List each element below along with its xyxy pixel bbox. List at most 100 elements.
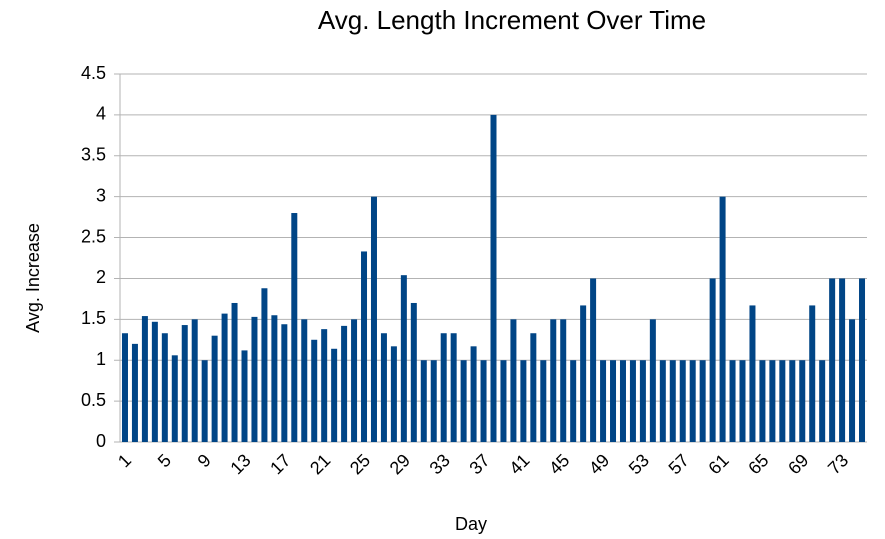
bar <box>580 305 587 442</box>
x-tick-label: 57 <box>665 450 693 478</box>
bar <box>400 275 407 442</box>
bar <box>221 313 228 442</box>
bar <box>201 360 208 442</box>
bar <box>669 360 676 442</box>
bar <box>241 350 248 442</box>
x-tick-label: 61 <box>704 450 732 478</box>
bar <box>819 360 826 442</box>
x-tick-label: 45 <box>545 450 573 478</box>
bar <box>659 360 666 442</box>
bar <box>181 325 188 442</box>
bar <box>639 360 646 442</box>
bar <box>649 319 656 442</box>
bar <box>500 360 507 442</box>
chart-title: Avg. Length Increment Over Time <box>318 5 706 35</box>
bar <box>191 319 198 442</box>
bar <box>540 360 547 442</box>
bar <box>619 360 626 442</box>
bar <box>729 360 736 442</box>
y-tick-label: 4 <box>96 104 106 124</box>
x-tick-label: 29 <box>386 450 414 478</box>
x-tick-label: 37 <box>465 450 493 478</box>
bar <box>131 343 138 442</box>
bar <box>460 360 467 442</box>
bar <box>749 305 756 442</box>
bar <box>141 316 148 442</box>
bar <box>410 302 417 442</box>
bar <box>341 325 348 442</box>
bar <box>211 335 218 442</box>
bar <box>291 213 298 442</box>
bar <box>829 278 836 442</box>
bar <box>490 114 497 442</box>
bar <box>311 339 318 442</box>
y-tick-label: 1 <box>96 349 106 369</box>
bar <box>520 360 527 442</box>
bar <box>629 360 636 442</box>
y-tick-label: 0.5 <box>81 390 106 410</box>
bar <box>390 346 397 442</box>
bar <box>171 355 178 442</box>
bar <box>799 360 806 442</box>
bar <box>301 319 308 442</box>
bar <box>550 319 557 442</box>
bar <box>510 319 517 442</box>
bar <box>859 278 866 442</box>
bar <box>121 333 128 442</box>
x-tick-label: 5 <box>154 450 175 471</box>
bar <box>610 360 617 442</box>
bar <box>151 321 158 442</box>
x-tick-label: 1 <box>114 450 135 471</box>
bar <box>590 278 597 442</box>
bar <box>480 360 487 442</box>
y-tick-label: 4.5 <box>81 63 106 83</box>
bar <box>570 360 577 442</box>
bar <box>759 360 766 442</box>
bar <box>440 333 447 442</box>
bar <box>161 333 168 442</box>
x-tick-label: 65 <box>744 450 772 478</box>
x-tick-label: 73 <box>824 450 852 478</box>
bar <box>281 324 288 442</box>
x-axis-title: Day <box>455 514 487 534</box>
x-tick-label: 17 <box>266 450 294 478</box>
bar <box>679 360 686 442</box>
bar <box>709 278 716 442</box>
y-tick-label: 0 <box>96 431 106 451</box>
bar <box>321 329 328 442</box>
x-tick-label: 41 <box>505 450 533 478</box>
bar <box>251 316 258 442</box>
bar <box>231 302 238 442</box>
x-tick-label: 13 <box>226 450 254 478</box>
y-tick-label: 2.5 <box>81 226 106 246</box>
x-tick-label: 49 <box>585 450 613 478</box>
bar <box>739 360 746 442</box>
bar <box>689 360 696 442</box>
bar <box>271 315 278 442</box>
y-tick-label: 3 <box>96 185 106 205</box>
bar <box>719 196 726 442</box>
x-tick-label: 33 <box>426 450 454 478</box>
bar <box>361 251 368 442</box>
y-axis-title: Avg. Increase <box>23 223 43 333</box>
bar <box>420 360 427 442</box>
bar <box>600 360 607 442</box>
bar <box>699 360 706 442</box>
x-tick-label: 21 <box>306 450 334 478</box>
bar <box>380 333 387 442</box>
bar <box>430 360 437 442</box>
x-tick-label: 9 <box>194 450 215 471</box>
y-tick-label: 3.5 <box>81 145 106 165</box>
bar <box>789 360 796 442</box>
bar <box>331 348 338 442</box>
bar <box>470 346 477 442</box>
bar <box>809 305 816 442</box>
x-tick-label: 69 <box>784 450 812 478</box>
bar <box>370 196 377 442</box>
bar <box>849 319 856 442</box>
bar <box>769 360 776 442</box>
bar <box>530 333 537 442</box>
bar <box>839 278 846 442</box>
